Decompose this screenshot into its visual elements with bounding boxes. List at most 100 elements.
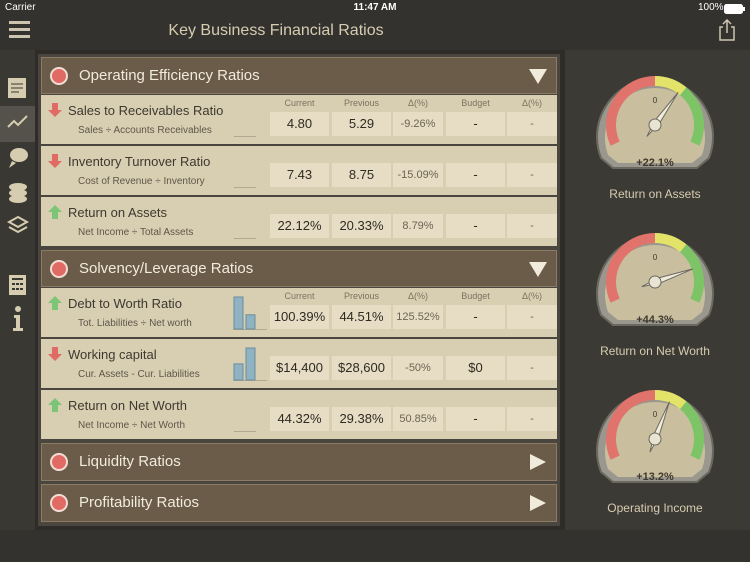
gauge — [596, 76, 714, 169]
sidebar-icons[interactable] — [6, 75, 30, 335]
column-header: Current — [284, 291, 315, 301]
value-cell: - — [507, 112, 557, 136]
expand-toggle[interactable] — [528, 67, 548, 85]
trend-arrow — [48, 398, 62, 412]
value-cell: - — [446, 112, 505, 136]
status-dot — [50, 67, 68, 85]
column-header: Previous — [343, 98, 379, 108]
ratio-name: Inventory Turnover Ratio — [68, 154, 211, 169]
time: 11:47 AM — [353, 2, 397, 13]
section-title: Solvency/Leverage Ratios — [79, 260, 254, 277]
section-header[interactable] — [41, 484, 557, 522]
column-header: Budget — [461, 98, 490, 108]
value-cell: -9.26% — [393, 112, 443, 136]
battery-icon — [724, 4, 745, 14]
sparkline-base — [234, 431, 256, 432]
status-dot — [50, 453, 68, 471]
column-header: Previous — [343, 291, 379, 301]
value-cell: 29.38% — [332, 407, 391, 431]
value-cell: 4.80 — [270, 112, 329, 136]
carrier: Carrier — [5, 2, 36, 13]
section-header[interactable] — [41, 443, 557, 481]
ratio-name: Return on Assets — [68, 205, 167, 220]
ratio-name: Sales to Receivables Ratio — [68, 103, 224, 118]
trend-arrow — [48, 205, 62, 219]
section-header[interactable] — [41, 57, 557, 94]
gauge-label: Operating Income — [607, 501, 703, 515]
ratio-formula: Sales ÷ Accounts Receivables — [78, 125, 212, 136]
column-header: Current — [284, 98, 315, 108]
value-cell: - — [446, 407, 505, 431]
value-cell: 44.51% — [332, 305, 391, 329]
status-dot — [50, 260, 68, 278]
value-cell: 7.43 — [270, 163, 329, 187]
value-cell: $14,400 — [270, 356, 329, 380]
section-title: Liquidity Ratios — [79, 453, 181, 470]
gauge-label: Return on Net Worth — [600, 344, 710, 358]
column-header: Δ(%) — [407, 98, 428, 108]
gauge — [596, 233, 714, 326]
value-cell: -50% — [393, 356, 443, 380]
trend-bar — [233, 363, 244, 381]
sparkline-base — [234, 238, 256, 239]
column-header: Δ(%) — [521, 98, 542, 108]
ratio-name: Debt to Worth Ratio — [68, 296, 182, 311]
section-title: Profitability Ratios — [79, 494, 200, 511]
page-title: Key Business Financial Ratios — [168, 22, 384, 39]
expand-toggle[interactable] — [528, 260, 548, 278]
mini-chart — [233, 296, 267, 330]
bottom-bar — [0, 530, 750, 562]
ratio-name: Return on Net Worth — [68, 398, 187, 413]
sparkline-base — [234, 187, 256, 188]
trend-bar — [233, 296, 244, 330]
trend-bar — [245, 347, 256, 381]
gauge-zero-label: 0 — [652, 96, 658, 105]
ratio-formula: Net Income ÷ Net Worth — [78, 420, 186, 431]
battery: 100% — [698, 2, 724, 13]
gauge-zero-label: 0 — [652, 253, 658, 262]
value-cell: 100.39% — [270, 305, 329, 329]
trend-arrow — [48, 347, 62, 361]
value-cell: -15.09% — [393, 163, 443, 187]
trend-arrow — [48, 154, 62, 168]
sparkline-base — [234, 136, 256, 137]
column-header: Budget — [461, 291, 490, 301]
gauge-value: +13.2% — [636, 471, 674, 483]
share-button[interactable] — [718, 19, 736, 41]
section-header[interactable] — [41, 250, 557, 287]
gauge-value: +22.1% — [636, 157, 674, 169]
value-cell: 8.75 — [332, 163, 391, 187]
ratio-formula: Net Income ÷ Total Assets — [78, 227, 194, 238]
ratio-name: Working capital — [68, 347, 157, 362]
menu-button[interactable] — [9, 20, 31, 38]
value-cell: - — [507, 407, 557, 431]
expand-toggle[interactable] — [528, 453, 548, 471]
value-cell: 125.52% — [393, 305, 443, 329]
expand-toggle[interactable] — [528, 494, 548, 512]
value-cell: 44.32% — [270, 407, 329, 431]
column-header: Δ(%) — [521, 291, 542, 301]
value-cell: - — [446, 214, 505, 238]
value-cell: - — [507, 163, 557, 187]
value-cell: - — [446, 163, 505, 187]
value-cell: 5.29 — [332, 112, 391, 136]
section-title: Operating Efficiency Ratios — [79, 67, 260, 84]
value-cell: - — [507, 305, 557, 329]
value-cell: - — [507, 356, 557, 380]
mini-chart — [233, 347, 267, 381]
value-cell: - — [507, 214, 557, 238]
ratio-formula: Tot. Liabilities ÷ Net worth — [78, 318, 192, 329]
value-cell: 8.79% — [393, 214, 443, 238]
value-cell: 22.12% — [270, 214, 329, 238]
column-header: Δ(%) — [407, 291, 428, 301]
status-dot — [50, 494, 68, 512]
value-cell: $28,600 — [332, 356, 391, 380]
trend-arrow — [48, 103, 62, 117]
value-cell: - — [446, 305, 505, 329]
value-cell: 20.33% — [332, 214, 391, 238]
gauge — [596, 390, 714, 483]
trend-bar — [245, 314, 256, 330]
trend-arrow — [48, 296, 62, 310]
